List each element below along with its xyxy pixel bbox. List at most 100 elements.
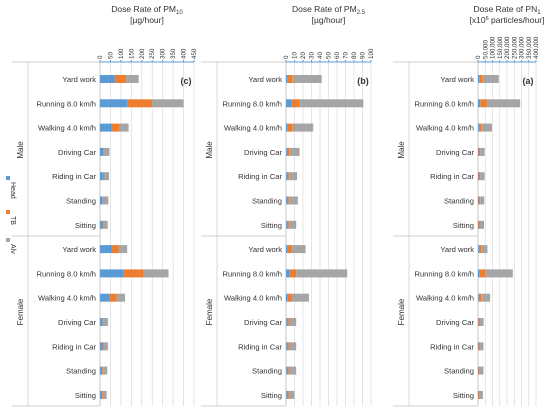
bar-tb [127,99,153,108]
bar-head [478,99,481,108]
bar-tb [286,366,289,375]
bar-head [478,123,479,132]
bar-alv [479,342,484,351]
category-label: Sitting [261,391,282,400]
bar-head [100,366,103,375]
legend-swatch-head [6,176,10,180]
bar-alv [118,245,128,254]
bar-head [478,75,480,83]
bar-alv [288,220,297,229]
bar-head [100,123,112,132]
x-tick-label: 90 [360,52,367,59]
bar-alv [288,318,297,326]
legend-swatch-alv [6,238,10,242]
bar-alv [103,196,109,205]
bar-alv [288,342,297,351]
bar-head [100,172,103,181]
bar-head [478,196,479,205]
bar-alv [291,245,306,254]
bar-alv [480,147,485,156]
bar-tb [479,269,486,278]
bar-tb [286,342,289,351]
bar-head [478,147,479,156]
x-tick-label: 400 [181,48,188,59]
bar-tb [479,75,483,83]
bar-head [100,147,104,156]
bar-tb [102,318,104,326]
category-label: Driving Car [436,318,474,327]
panel-label: (b) [357,76,369,86]
bar-alv [479,318,484,326]
x-tick-label: 100 [118,48,125,59]
bar-alv [292,75,322,83]
bar-alv [480,196,485,205]
category-label: Walking 4.0 km/h [38,294,96,303]
bar-tb [286,318,289,326]
legend-label: Alv [9,244,16,254]
category-label: Running 8.0 km/h [36,99,96,108]
category-label: Standing [444,367,474,376]
bar-alv [143,269,169,278]
group-label: Female [205,298,214,325]
bar-alv [103,220,108,229]
bar-head [100,293,110,302]
bar-head [478,390,479,399]
chart-title-subscript: 10 [176,10,183,16]
chart-title-main: Dose Rate of PN [473,4,537,14]
bar-tb [103,147,105,156]
x-tick-label: 350,000 [526,36,533,59]
bar-tb [111,245,119,254]
bar-head [478,366,479,375]
category-label: Standing [66,367,96,376]
bar-alv [299,99,364,108]
bar-alv [288,390,295,399]
bar-alv [485,269,513,278]
category-label: Sitting [453,221,474,230]
bar-head [286,269,290,278]
bar-head [478,318,479,326]
axis-unit-suffix: particles/hour] [489,15,545,25]
bar-alv [288,366,297,375]
category-label: Riding in Car [238,172,282,181]
group-label: Male [205,141,214,159]
x-tick-label: 50,000 [482,40,489,59]
axis-unit-prefix: [x10 [470,15,486,25]
bar-tb [478,147,481,156]
category-label: Yard work [248,75,282,84]
chart-title-main: Dose Rate of PM [292,4,357,14]
legend-label: Head [9,182,16,199]
category-label: Sitting [75,221,96,230]
category-label: Yard work [62,245,96,254]
bar-alv [103,366,108,375]
group-label: Female [16,298,25,325]
bar-alv [481,293,491,302]
x-tick-label: 250 [149,48,156,59]
bar-alv [103,318,108,326]
bar-tb [109,293,117,302]
group-label: Male [16,141,25,159]
bar-head [100,99,128,108]
category-label: Riding in Car [52,342,96,351]
bar-tb [114,75,127,83]
category-label: Riding in Car [430,342,474,351]
axis-unit-label: [x106 particles/hour] [470,15,545,25]
bar-head [100,318,103,326]
x-tick-label: 400,000 [533,36,540,59]
x-tick-label: 20 [300,52,307,59]
bar-head [286,147,287,156]
chart-title: Dose Rate of PM2.5 [292,4,366,16]
bar-tb [478,366,480,375]
bar-alv [104,147,110,156]
bar-head [100,75,115,83]
category-label: Standing [252,197,282,206]
panel-label: (c) [181,76,192,86]
x-tick-label: 150,000 [497,36,504,59]
axis-unit-label: [µg/hour] [312,15,346,25]
bar-alv [296,269,348,278]
x-tick-label: 250,000 [511,36,518,59]
bar-head [286,123,288,132]
bar-tb [287,75,293,83]
x-tick-label: 40 [317,52,324,59]
bar-head [286,220,287,229]
